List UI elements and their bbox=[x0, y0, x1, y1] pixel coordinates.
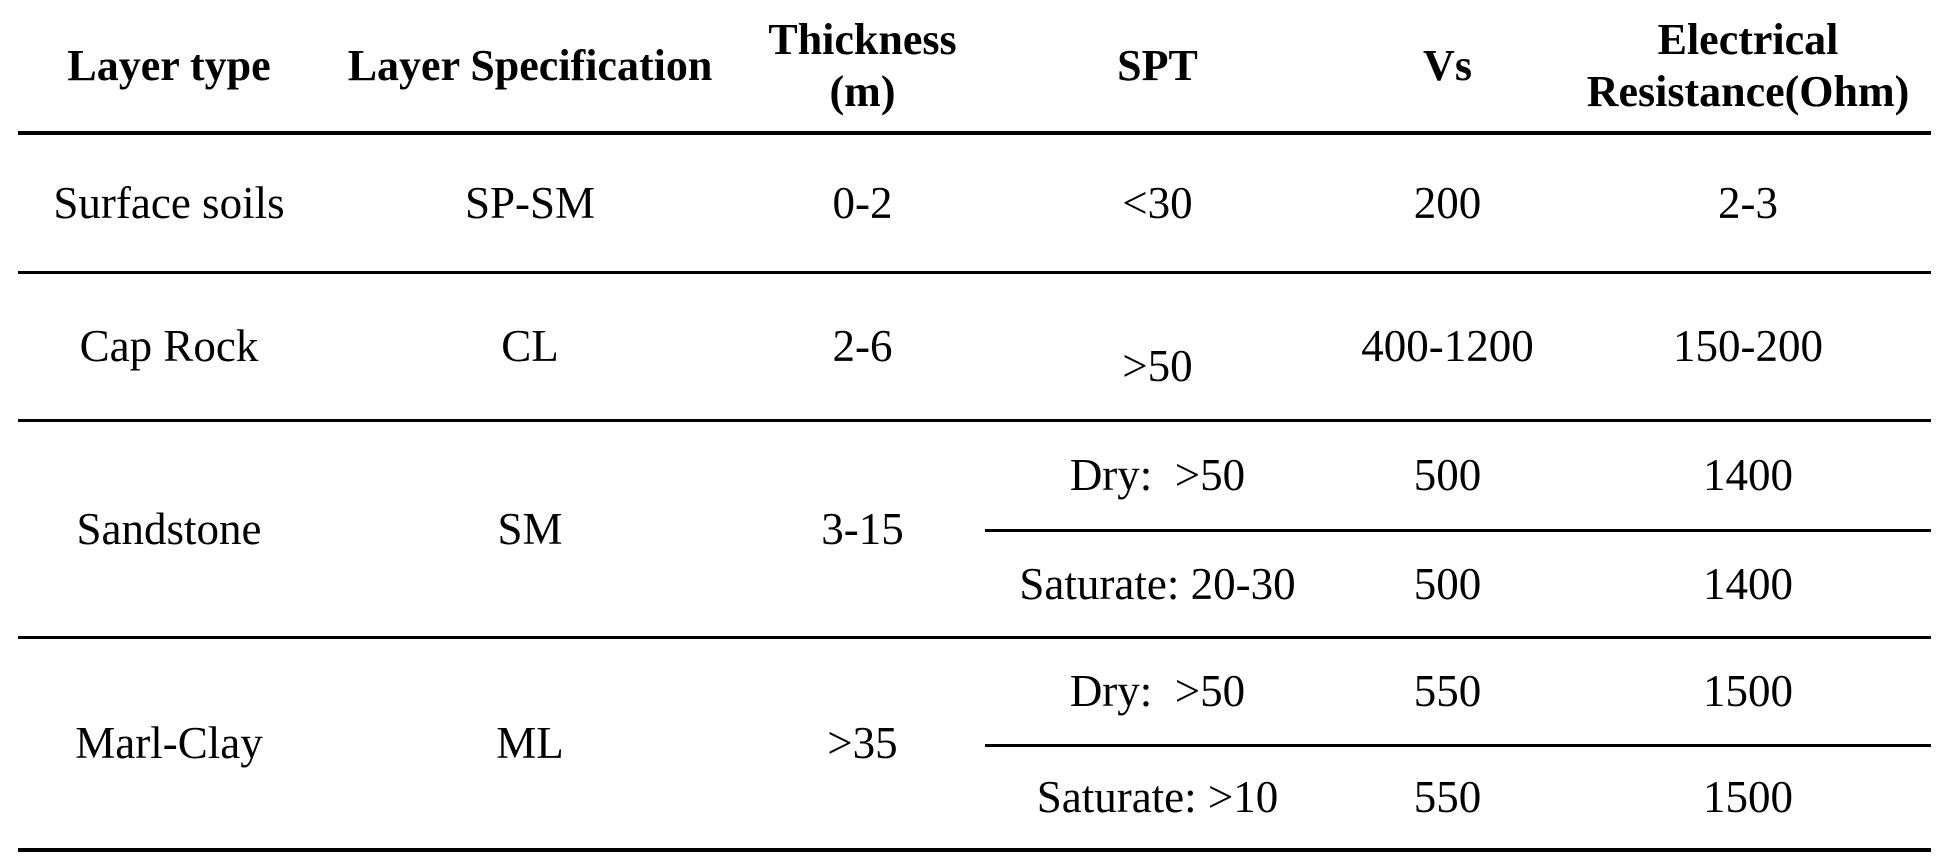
cell-surface-soils-layer-type: Surface soils bbox=[18, 133, 320, 274]
cell-cap-rock-thickness: 2-6 bbox=[740, 272, 985, 422]
soil-layers-table: Layer type Layer Specification Thickness… bbox=[18, 0, 1931, 852]
cell-cap-rock-spt: >50 bbox=[985, 272, 1330, 422]
cell-cap-rock-resistance: 150-200 bbox=[1565, 272, 1931, 422]
table-row-sandstone-dry: Sandstone SM 3-15 Dry: >50 500 1400 bbox=[18, 420, 1931, 639]
cell-sandstone-dry-spt: Dry: >50 bbox=[985, 420, 1330, 532]
cell-surface-soils-spec: SP-SM bbox=[320, 133, 740, 274]
table-row-surface-soils: Surface soils SP-SM 0-2 <30 200 2-3 bbox=[18, 133, 1931, 274]
cell-marl-clay-dry-spt: Dry: >50 bbox=[985, 637, 1330, 747]
cell-surface-soils-spt: <30 bbox=[985, 133, 1330, 274]
header-thickness: Thickness (m) bbox=[740, 0, 985, 135]
cell-cap-rock-vs: 400-1200 bbox=[1330, 272, 1565, 422]
cell-sandstone-saturate-spt: Saturate: 20-30 bbox=[985, 530, 1330, 639]
cell-marl-clay-dry-vs: 550 bbox=[1330, 637, 1565, 747]
cell-marl-clay-spec: ML bbox=[320, 637, 740, 852]
cell-marl-clay-dry-resistance: 1500 bbox=[1565, 637, 1931, 747]
header-row: Layer type Layer Specification Thickness… bbox=[18, 0, 1931, 135]
cell-marl-clay-layer-type: Marl-Clay bbox=[18, 637, 320, 852]
header-layer-type: Layer type bbox=[18, 0, 320, 135]
header-spt: SPT bbox=[985, 0, 1330, 135]
cell-sandstone-dry-vs: 500 bbox=[1330, 420, 1565, 532]
cell-surface-soils-resistance: 2-3 bbox=[1565, 133, 1931, 274]
cell-marl-clay-saturate-vs: 550 bbox=[1330, 745, 1565, 852]
cell-cap-rock-spec: CL bbox=[320, 272, 740, 422]
cell-sandstone-thickness: 3-15 bbox=[740, 420, 985, 639]
cell-surface-soils-vs: 200 bbox=[1330, 133, 1565, 274]
table-row-marl-clay-dry: Marl-Clay ML >35 Dry: >50 550 1500 bbox=[18, 637, 1931, 852]
cell-sandstone-saturate-vs: 500 bbox=[1330, 530, 1565, 639]
table-row-sandstone-saturate: Saturate: 20-30 500 1400 bbox=[18, 530, 1931, 639]
header-vs: Vs bbox=[1330, 0, 1565, 135]
header-electrical-resistance: Electrical Resistance(Ohm) bbox=[1565, 0, 1931, 135]
cell-sandstone-spec: SM bbox=[320, 420, 740, 639]
cell-sandstone-layer-type: Sandstone bbox=[18, 420, 320, 639]
cell-cap-rock-layer-type: Cap Rock bbox=[18, 272, 320, 422]
cell-sandstone-dry-resistance: 1400 bbox=[1565, 420, 1931, 532]
cell-marl-clay-saturate-spt: Saturate: >10 bbox=[985, 745, 1330, 852]
cell-surface-soils-thickness: 0-2 bbox=[740, 133, 985, 274]
cell-sandstone-saturate-resistance: 1400 bbox=[1565, 530, 1931, 639]
header-layer-specification: Layer Specification bbox=[320, 0, 740, 135]
table-row-marl-clay-saturate: Saturate: >10 550 1500 bbox=[18, 745, 1931, 852]
cell-marl-clay-thickness: >35 bbox=[740, 637, 985, 852]
table-row-cap-rock: Cap Rock CL 2-6 >50 400-1200 150-200 bbox=[18, 272, 1931, 422]
cell-marl-clay-saturate-resistance: 1500 bbox=[1565, 745, 1931, 852]
